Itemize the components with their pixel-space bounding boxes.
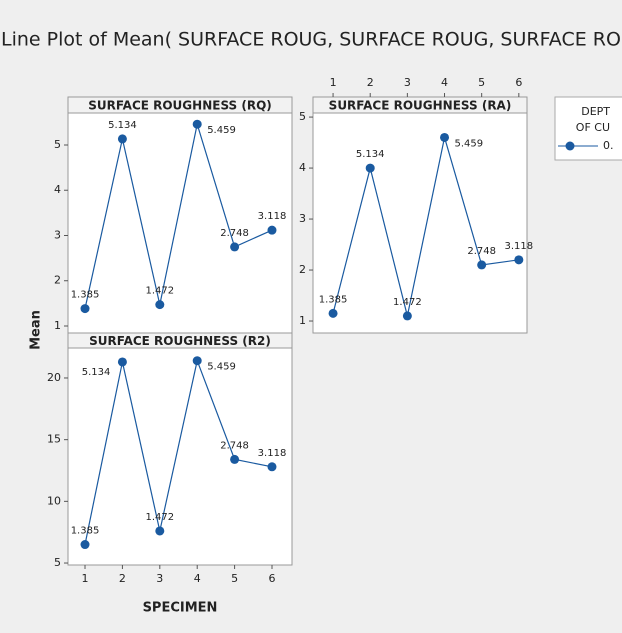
point [514, 255, 524, 265]
point [192, 119, 202, 129]
x-tick-label: 6 [515, 76, 522, 89]
point [192, 356, 202, 366]
point [328, 308, 338, 318]
point [477, 260, 487, 270]
data-label: 2.748 [467, 246, 496, 257]
data-label: 3.118 [505, 241, 534, 252]
y-tick-label: 5 [54, 556, 61, 569]
data-label: 3.118 [258, 211, 287, 222]
data-label: 2.748 [220, 440, 249, 451]
point [80, 304, 90, 314]
x-tick-label: 2 [119, 572, 126, 585]
x-tick-label: 2 [367, 76, 374, 89]
panel-strip [67, 332, 293, 349]
data-label: 5.134 [108, 120, 137, 131]
x-tick-label: 1 [82, 572, 89, 585]
y-tick-label: 4 [54, 183, 61, 196]
x-tick-label: 4 [441, 76, 448, 89]
data-label: 1.385 [71, 290, 100, 301]
panel-title: SURFACE ROUGHNESS (R2) [89, 334, 271, 348]
data-label: 1.472 [145, 286, 174, 297]
data-label: 5.134 [82, 367, 111, 378]
y-tick-label: 1 [54, 319, 61, 332]
series-line [84, 124, 273, 309]
x-tick-label: 6 [268, 572, 275, 585]
point [117, 357, 127, 367]
y-tick-label: 3 [299, 212, 306, 225]
data-label: 5.459 [207, 125, 236, 136]
x-tick-label: 1 [330, 76, 337, 89]
point [365, 163, 375, 173]
y-tick-label: 5 [299, 110, 306, 123]
panel-strip [67, 96, 293, 114]
point [267, 462, 277, 472]
x-axis-label: SPECIMEN [143, 601, 218, 616]
panel [67, 332, 293, 566]
x-tick-label: 5 [478, 76, 485, 89]
y-tick-label: 3 [54, 228, 61, 241]
legend-marker [565, 141, 575, 151]
point [155, 300, 165, 310]
data-label: 5.134 [356, 149, 385, 160]
y-tick-label: 1 [299, 314, 306, 327]
point [155, 526, 165, 536]
point [267, 225, 277, 235]
data-label: 1.385 [71, 526, 100, 537]
y-tick-label: 15 [47, 433, 61, 446]
point [402, 311, 412, 321]
series-line [332, 137, 519, 317]
data-label: 1.385 [319, 294, 348, 305]
panel-strip [312, 96, 528, 114]
point [230, 242, 240, 252]
point [440, 132, 450, 142]
chart-title: Line Plot of Mean( SURFACE ROUG, SURFACE… [1, 29, 622, 51]
data-label: 1.472 [393, 297, 422, 308]
legend-box [554, 96, 622, 161]
data-label: 5.459 [455, 138, 484, 149]
data-label: 1.472 [145, 512, 174, 523]
y-tick-label: 5 [54, 138, 61, 151]
data-label: 2.748 [220, 228, 249, 239]
legend-title: DEPT [581, 105, 610, 118]
y-tick-label: 2 [299, 263, 306, 276]
data-label: 5.459 [207, 362, 236, 373]
data-label: 3.118 [258, 448, 287, 459]
legend-label: 0. [603, 139, 614, 152]
panel-title: SURFACE ROUGHNESS (RQ) [88, 99, 272, 113]
point [80, 540, 90, 550]
y-tick-label: 4 [299, 161, 306, 174]
y-tick-label: 20 [47, 371, 61, 384]
series-line [84, 358, 273, 545]
panel-title: SURFACE ROUGHNESS (RA) [329, 99, 512, 113]
legend-title: OF CU [576, 121, 610, 134]
y-axis-label: Mean [29, 310, 44, 350]
panel [312, 96, 528, 334]
point [117, 134, 127, 144]
y-tick-label: 2 [54, 274, 61, 287]
x-tick-label: 3 [156, 572, 163, 585]
point [230, 454, 240, 464]
x-tick-label: 3 [404, 76, 411, 89]
x-tick-label: 5 [231, 572, 238, 585]
y-tick-label: 10 [47, 494, 61, 507]
x-tick-label: 4 [194, 572, 201, 585]
